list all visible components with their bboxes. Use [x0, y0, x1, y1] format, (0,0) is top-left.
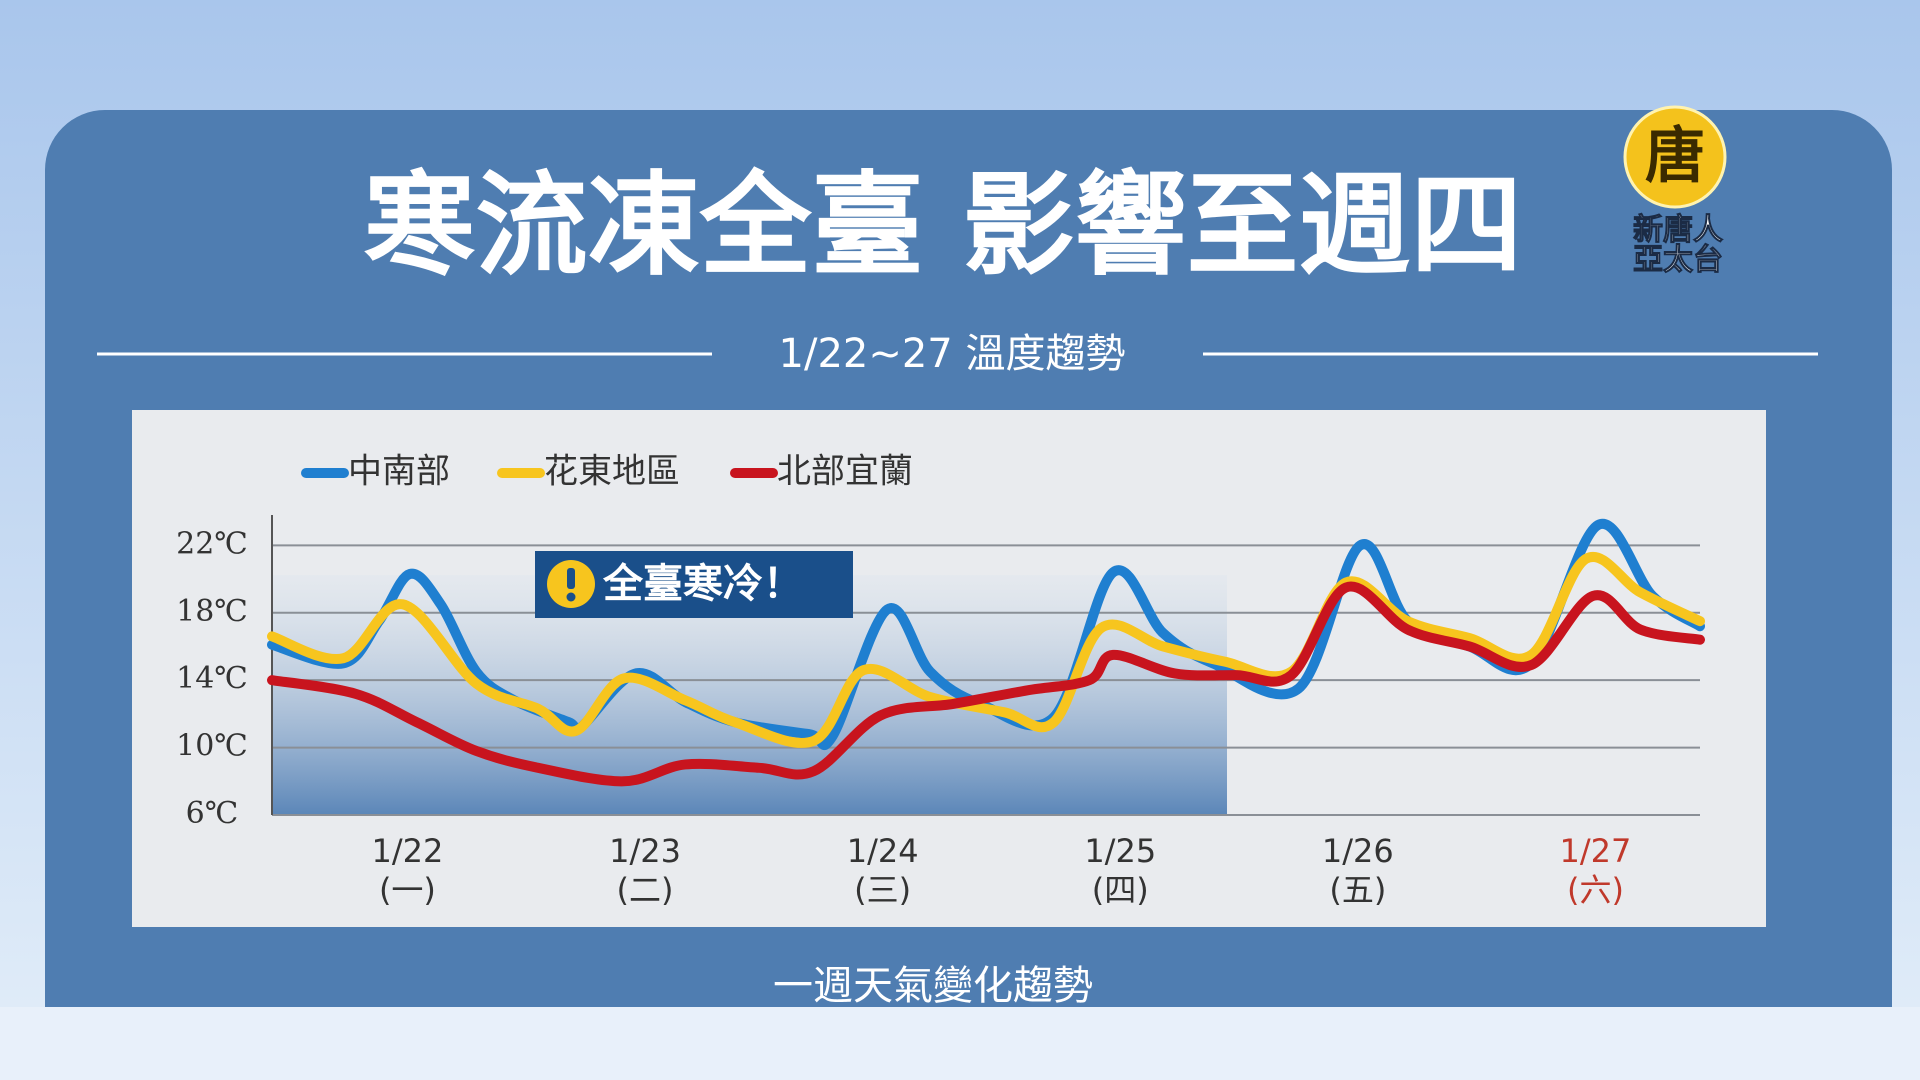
series-line [267, 581, 1705, 787]
x-tick-sublabel: (二) [617, 871, 674, 909]
legend-label: 北部宜蘭 [777, 452, 913, 492]
bottom-strip [0, 1007, 1920, 1080]
logo-text: 亞太台 [1633, 243, 1723, 278]
x-tick-label: 1/22 [372, 832, 444, 870]
subtitle: 1/22~27 溫度趨勢 [779, 331, 1126, 377]
annotation-icon [567, 568, 575, 589]
series-line [267, 551, 1705, 748]
x-tick-label: 1/27 [1560, 832, 1632, 870]
x-tick-label: 1/24 [847, 832, 919, 870]
legend-label: 花東地區 [544, 452, 680, 492]
y-tick-label: 14℃ [176, 661, 248, 696]
x-tick-sublabel: (一) [379, 871, 436, 909]
annotation: 全臺寒冷！ [602, 561, 803, 607]
y-tick-label: 18℃ [176, 594, 248, 629]
logo-text: 新唐人 [1633, 213, 1723, 248]
legend-label: 中南部 [348, 452, 450, 492]
logo-mark: 唐 [1645, 122, 1705, 192]
x-tick-label: 1/23 [609, 832, 681, 870]
title: 寒流凍全臺 影響至週四 [364, 161, 1523, 291]
annotation-icon [566, 592, 576, 602]
logo-circle [1623, 105, 1727, 209]
x-tick-sublabel: (四) [1092, 871, 1149, 909]
y-tick-label: 22℃ [176, 526, 248, 561]
x-tick-sublabel: (六) [1567, 871, 1624, 909]
x-tick-sublabel: (五) [1329, 871, 1386, 909]
x-tick-sublabel: (三) [854, 871, 911, 909]
x-tick-label: 1/25 [1084, 832, 1156, 870]
footer: 一週天氣變化趨勢 [773, 963, 1093, 1009]
plot: 6℃10℃14℃18℃22℃1/22(一)1/23(二)1/24(三)1/25(… [176, 452, 1705, 909]
x-tick-label: 1/26 [1322, 832, 1394, 870]
y-tick-label: 6℃ [186, 796, 239, 831]
y-tick-label: 10℃ [176, 729, 248, 764]
